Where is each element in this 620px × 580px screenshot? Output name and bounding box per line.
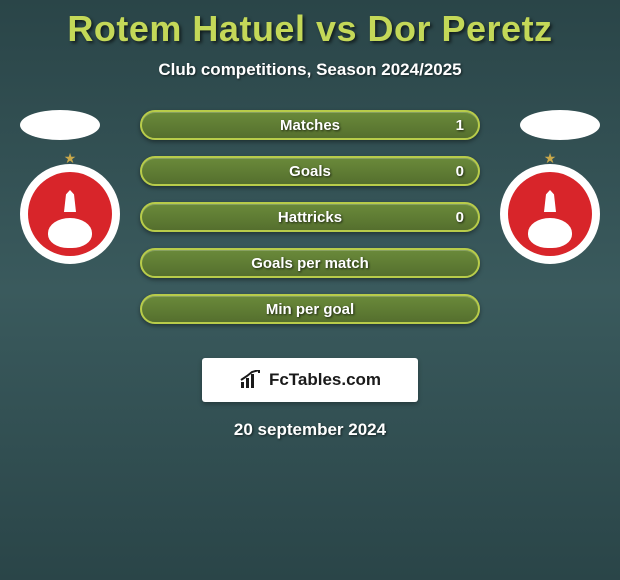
stat-label: Matches bbox=[280, 117, 340, 134]
stat-bar-hattricks: Hattricks 0 bbox=[140, 202, 480, 232]
player-avatar-right bbox=[520, 110, 600, 140]
stat-bar-goals: Goals 0 bbox=[140, 156, 480, 186]
stat-bar-goals-per-match: Goals per match bbox=[140, 248, 480, 278]
club-badge-left: ★ bbox=[20, 164, 120, 264]
stat-label: Goals per match bbox=[251, 255, 369, 272]
club-badge-inner bbox=[28, 172, 112, 256]
stat-bar-min-per-goal: Min per goal bbox=[140, 294, 480, 324]
badge-ball-icon bbox=[528, 218, 572, 248]
club-badge-right: ★ bbox=[500, 164, 600, 264]
stat-value: 1 bbox=[456, 117, 464, 134]
stat-value: 0 bbox=[456, 163, 464, 180]
subtitle: Club competitions, Season 2024/2025 bbox=[0, 60, 620, 80]
star-icon: ★ bbox=[64, 150, 77, 167]
player-avatar-left bbox=[20, 110, 100, 140]
stat-label: Goals bbox=[289, 163, 331, 180]
stat-label: Min per goal bbox=[266, 301, 354, 318]
badge-tower-icon bbox=[540, 190, 560, 212]
logo-text: FcTables.com bbox=[269, 370, 381, 390]
badge-ball-icon bbox=[48, 218, 92, 248]
stat-bar-matches: Matches 1 bbox=[140, 110, 480, 140]
date-label: 20 september 2024 bbox=[0, 420, 620, 440]
page-title: Rotem Hatuel vs Dor Peretz bbox=[0, 0, 620, 50]
fctables-logo: FcTables.com bbox=[202, 358, 418, 402]
badge-tower-icon bbox=[60, 190, 80, 212]
stat-value: 0 bbox=[456, 209, 464, 226]
stats-area: ★ ★ Matches 1 Goals 0 Hattricks 0 Goals … bbox=[0, 110, 620, 340]
club-badge-inner bbox=[508, 172, 592, 256]
chart-icon bbox=[239, 370, 263, 390]
stat-label: Hattricks bbox=[278, 209, 342, 226]
stat-bars: Matches 1 Goals 0 Hattricks 0 Goals per … bbox=[140, 110, 480, 324]
star-icon: ★ bbox=[544, 150, 557, 167]
